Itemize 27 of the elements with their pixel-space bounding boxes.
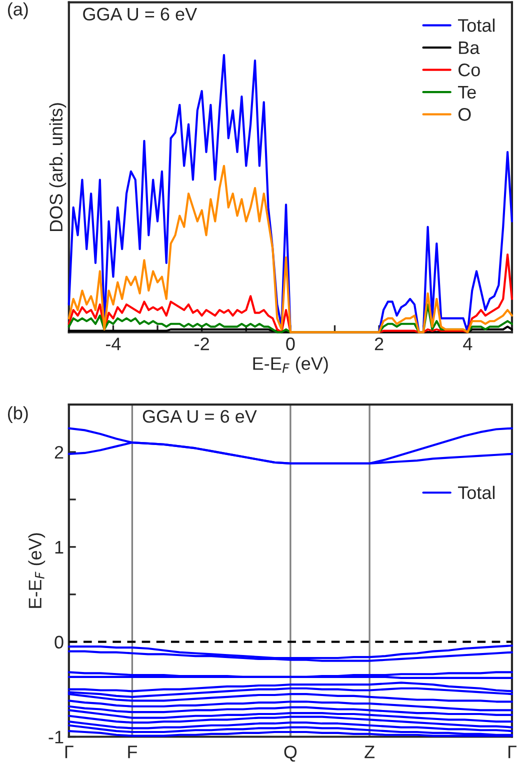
x-tick-label: 4 <box>463 338 472 350</box>
legend-label: Total <box>458 18 495 32</box>
x-tick-label: -4 <box>106 338 121 350</box>
y-axis-title: E-E$_{F}$ (eV) <box>28 533 46 608</box>
annotation: GGA U = 6 eV <box>142 410 257 423</box>
y-axis-title: DOS (arb. units) <box>49 103 66 232</box>
x-tick-label: Γ <box>508 746 516 758</box>
legend-label: Total <box>458 486 495 500</box>
y-tick-label: 2 <box>54 446 64 459</box>
legend-label: O <box>458 108 471 121</box>
y-tick-label: 0 <box>54 636 64 649</box>
x-tick-label: 0 <box>286 338 295 350</box>
x-tick-label: -2 <box>194 338 209 350</box>
x-tick-label: Q <box>284 746 297 762</box>
x-tick-label: Z <box>364 746 375 758</box>
text: (b) <box>8 406 28 424</box>
legend-label: Te <box>458 86 476 99</box>
x-tick-label: Γ <box>65 746 74 758</box>
text: GGA U = 6 eV <box>83 8 198 21</box>
text: (a) <box>8 2 28 20</box>
legend-label: Ba <box>459 41 480 54</box>
y-tick-label: -1 <box>48 730 64 744</box>
x-axis-title: E-E$_{F}$ (eV) <box>253 356 328 374</box>
x-tick-label: 2 <box>374 338 384 350</box>
y-tick-label: 1 <box>55 541 64 554</box>
x-tick-label: F <box>128 746 137 758</box>
legend-label: Co <box>458 64 480 76</box>
